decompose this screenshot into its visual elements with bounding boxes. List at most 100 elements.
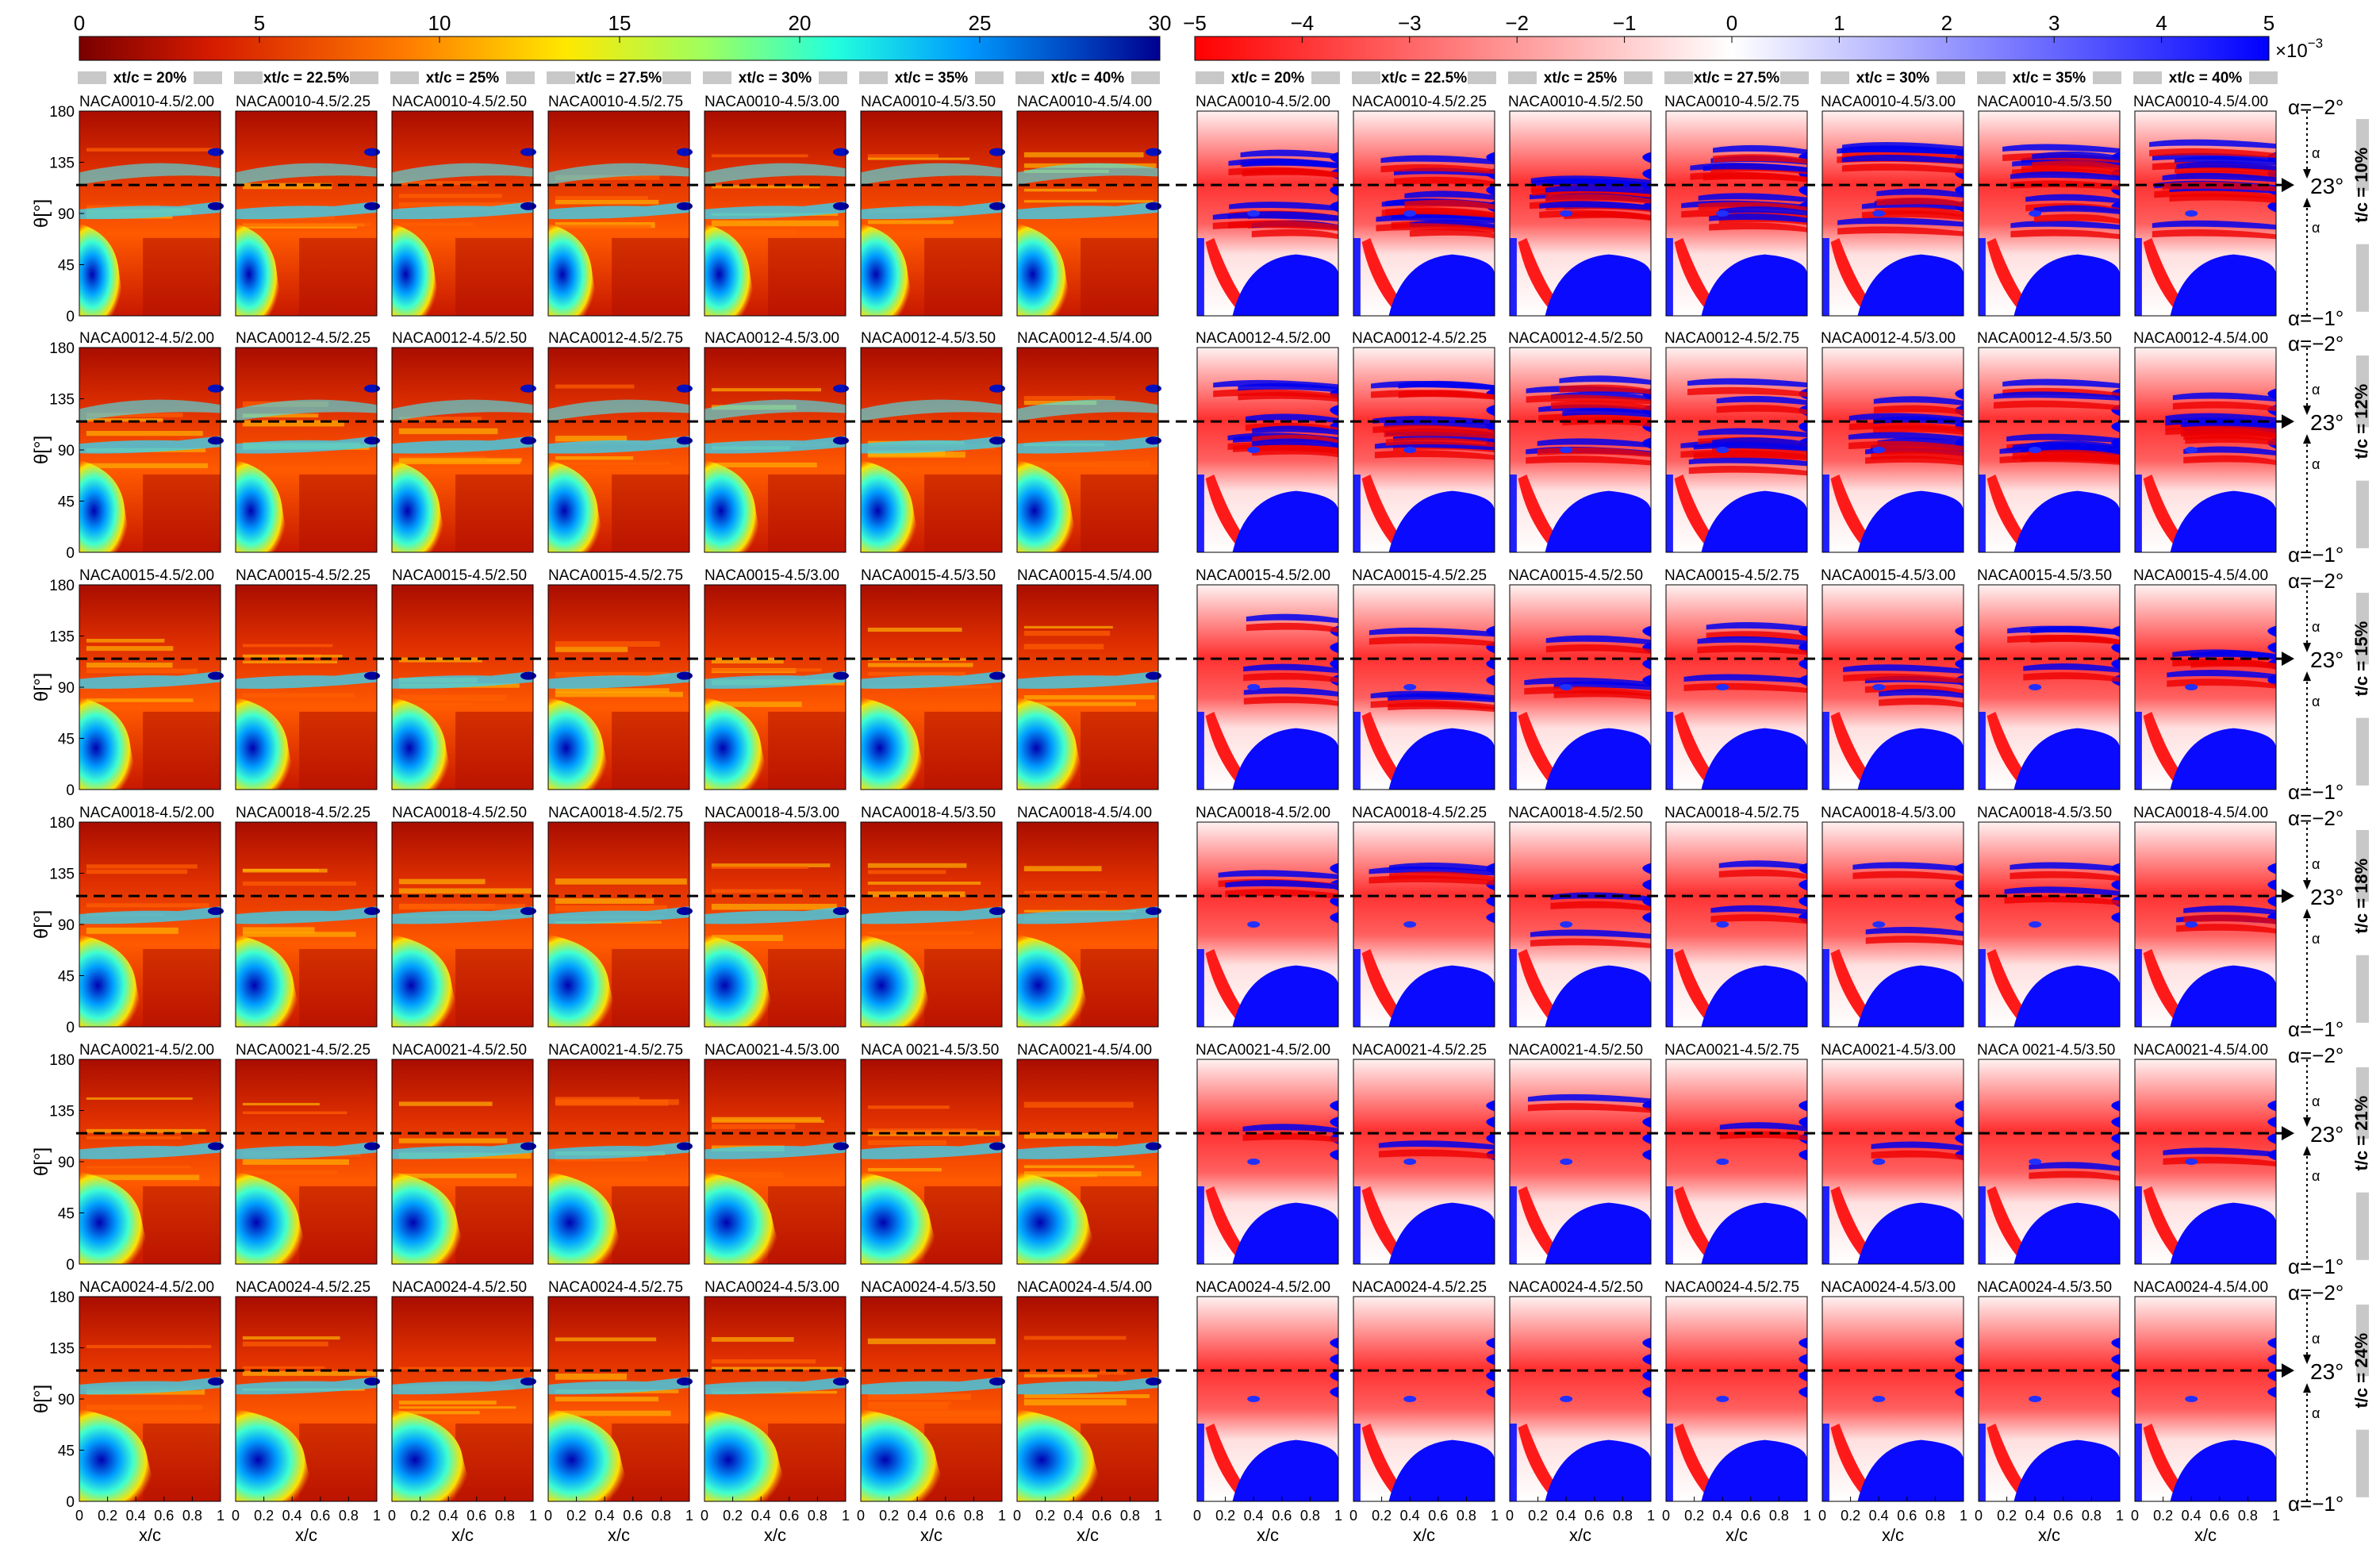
y-tick-label: 0 (66, 1257, 75, 1274)
x-tick-label: 0.8 (808, 1508, 827, 1524)
colorbar-left-tick-label: 5 (254, 11, 265, 35)
alpha-arrowhead (2303, 405, 2311, 416)
y-tick-label: 90 (58, 917, 75, 934)
thickness-label: t/c = 12% (2351, 384, 2371, 459)
thickness-annotations: 23°ααα=−1°α=−2°t/c = 10%23°ααα=−1°α=−2°t… (2288, 95, 2371, 1516)
thickness-label: t/c = 21% (2351, 1096, 2371, 1171)
x-tick-label: 0.8 (1457, 1508, 1476, 1524)
reference-arrow (2282, 178, 2294, 193)
x-tick-label: 1 (1960, 1508, 1967, 1524)
left-heatmap-panel (391, 347, 536, 553)
alpha-arrowhead (2303, 1146, 2311, 1156)
left-panel-title: NACA0012-4.5/2.50 (392, 330, 527, 347)
thickness-tab (2356, 717, 2369, 786)
alpha-arrowhead (2303, 169, 2311, 179)
right-header-bar (1468, 71, 1496, 84)
alpha-small-label: α (2312, 220, 2320, 236)
alpha-bottom-label: α=−1° (2288, 780, 2344, 804)
right-panel-title: NACA0018-4.5/2.50 (1508, 805, 1643, 821)
left-heatmap-panel (79, 584, 224, 790)
x-tick-label: 0.6 (154, 1508, 174, 1524)
alpha-bottom-label: α=−1° (2288, 1492, 2344, 1516)
right-panel-title: NACA0012-4.5/2.25 (1352, 330, 1487, 347)
right-heatmap-panel (1353, 1059, 1495, 1265)
left-header-bar (662, 71, 691, 84)
y-tick-label: 90 (58, 1155, 75, 1171)
left-panel-title: NACA0010-4.5/2.50 (392, 94, 527, 110)
x-tick-label: 0.8 (651, 1508, 671, 1524)
right-heatmap-panel (1821, 1296, 1964, 1502)
x-tick-label: 0.6 (1428, 1508, 1448, 1524)
left-heatmap-panel (79, 1296, 224, 1502)
x-axis-label: x/c (1077, 1525, 1099, 1545)
right-heatmap-panel (1665, 584, 1808, 790)
right-panel-title: NACA0015-4.5/2.00 (1196, 567, 1330, 584)
y-tick-label: 135 (49, 867, 75, 883)
left-heatmap-panel (860, 584, 1005, 790)
reference-arrow (2282, 651, 2294, 667)
right-heatmap-panel (1665, 110, 1808, 317)
thickness-tab (2356, 593, 2369, 665)
left-panel-title: NACA0018-4.5/3.50 (861, 805, 996, 821)
left-heatmap-panel (1016, 347, 1161, 553)
x-tick-label: 0 (1506, 1508, 1514, 1524)
right-column-header: xt/c = 25% (1544, 70, 1618, 86)
left-panel-title: NACA0015-4.5/2.25 (236, 567, 370, 584)
right-header-bar (2093, 71, 2121, 84)
x-tick-label: 0.2 (1215, 1508, 1235, 1524)
reference-arrow (2282, 414, 2294, 429)
left-column-header: xt/c = 40% (1051, 70, 1125, 86)
alpha-bottom-label: α=−1° (2288, 1255, 2344, 1278)
right-heatmap-panel (1509, 821, 1652, 1028)
alpha-bottom-label: α=−1° (2288, 543, 2344, 567)
right-panel-title: NACA0018-4.5/2.75 (1664, 805, 1799, 821)
x-tick-label: 0.2 (1684, 1508, 1704, 1524)
left-panel-title: NACA0015-4.5/3.50 (861, 567, 996, 584)
right-heatmap-panel (2134, 347, 2277, 553)
x-tick-label: 0.8 (1925, 1508, 1945, 1524)
right-header-bar (2133, 71, 2162, 84)
alpha-arrowhead (2303, 909, 2311, 919)
left-panel-title: NACA0010-4.5/2.75 (548, 94, 683, 110)
y-tick-label: 0 (66, 309, 75, 325)
right-heatmap-panel (1978, 1059, 2121, 1265)
y-tick-label: 0 (66, 545, 75, 562)
y-axis-label: θ[°] (31, 910, 52, 939)
right-heatmap-panel (1978, 584, 2121, 790)
right-panel-title: NACA0010-4.5/2.25 (1352, 94, 1487, 110)
right-column-header: xt/c = 30% (1856, 70, 1930, 86)
alpha-small-label: α (2312, 1093, 2320, 1109)
reference-lines (76, 178, 2294, 1378)
y-axis-label: θ[°] (31, 199, 52, 228)
y-tick-label: 180 (49, 815, 75, 832)
x-tick-label: 0.8 (2082, 1508, 2102, 1524)
y-tick-label: 135 (49, 1104, 75, 1120)
left-panel-title: NACA0021-4.5/2.50 (392, 1042, 527, 1059)
x-tick-label: 0.6 (1092, 1508, 1111, 1524)
x-tick-label: 0 (1013, 1508, 1021, 1524)
left-panel-title: NACA0015-4.5/3.00 (704, 567, 839, 584)
left-header-bar (703, 71, 731, 84)
colorbar-left-tick-label: 30 (1149, 11, 1172, 35)
x-tick-label: 0.8 (1300, 1508, 1320, 1524)
x-tick-label: 0.2 (566, 1508, 586, 1524)
y-tick-label: 180 (49, 104, 75, 121)
alpha-bottom-label: α=−1° (2288, 1017, 2344, 1041)
x-tick-label: 0.6 (623, 1508, 643, 1524)
colorbar-right-tick-label: −2 (1505, 11, 1529, 35)
x-tick-label: 0.2 (1372, 1508, 1392, 1524)
left-heatmap-panel (704, 1059, 849, 1265)
left-heatmap-panel (860, 110, 1005, 317)
x-tick-label: 0.6 (1897, 1508, 1917, 1524)
x-tick-label: 0.8 (1120, 1508, 1140, 1524)
y-tick-label: 90 (58, 206, 75, 223)
right-heatmap-panel (1509, 1296, 1652, 1502)
right-heatmap-panel (1978, 821, 2121, 1028)
x-axis-label: x/c (1882, 1525, 1904, 1545)
right-header-bar (1352, 71, 1380, 84)
left-heatmap-panel (704, 584, 849, 790)
left-panel-title: NACA0024-4.5/2.50 (392, 1279, 527, 1296)
thickness-label: t/c = 15% (2351, 621, 2371, 697)
left-header-bar (975, 71, 1004, 84)
x-tick-label: 1 (1647, 1508, 1655, 1524)
